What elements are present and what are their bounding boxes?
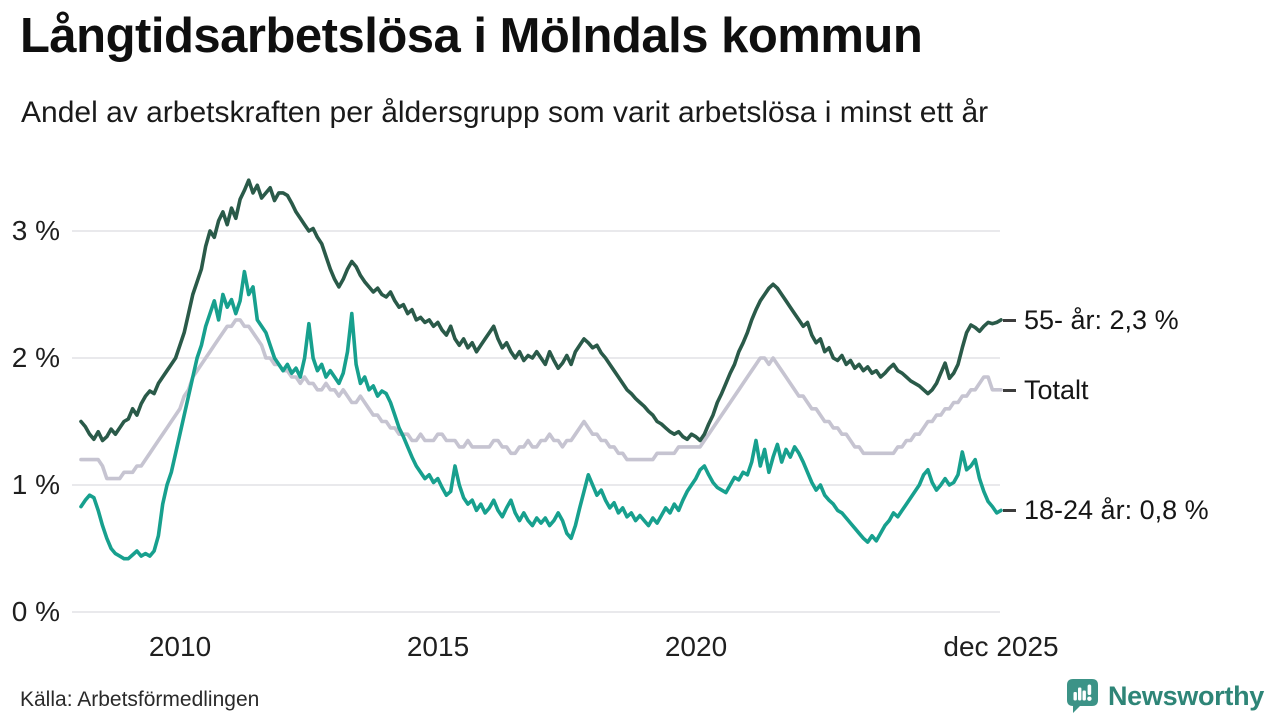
newsworthy-logo-icon bbox=[1066, 679, 1098, 713]
y-axis-tick-label: 0 % bbox=[11, 596, 60, 627]
x-axis-tick-label: 2020 bbox=[664, 631, 728, 662]
logo-bar-2 bbox=[1077, 687, 1082, 701]
page-subtitle: Andel av arbetskraften per åldersgrupp s… bbox=[21, 96, 989, 129]
x-axis-tick-label: 2015 bbox=[406, 631, 470, 662]
series-end-label-age55: 55- år: 2,3 % bbox=[1003, 304, 1179, 336]
y-axis-tick-label: 2 % bbox=[11, 342, 60, 373]
series-line-age1824 bbox=[79, 269, 1003, 561]
newsworthy-logo: Newsworthy bbox=[1066, 678, 1264, 714]
series-end-label-text: 55- år: 2,3 % bbox=[1024, 305, 1179, 335]
label-tick-dash bbox=[1003, 318, 1016, 322]
y-axis-tick-label: 3 % bbox=[11, 215, 60, 246]
y-axis-tick-label: 1 % bbox=[11, 469, 60, 500]
logo-exclamation-bar bbox=[1087, 684, 1092, 695]
series-end-label-age1824: 18-24 år: 0,8 % bbox=[1003, 494, 1209, 526]
newsworthy-logo-text: Newsworthy bbox=[1107, 680, 1264, 711]
logo-exclamation-dot bbox=[1087, 696, 1092, 701]
logo-bar-1 bbox=[1073, 692, 1077, 701]
label-tick-dash bbox=[1003, 388, 1016, 392]
logo-bar-3 bbox=[1082, 690, 1086, 701]
page-title: Långtidsarbetslösa i Mölndals kommun bbox=[20, 9, 923, 63]
series-end-label-total: Totalt bbox=[1003, 374, 1089, 406]
series-end-label-text: Totalt bbox=[1024, 375, 1089, 405]
source-caption: Källa: Arbetsförmedlingen bbox=[20, 688, 260, 711]
x-axis-tick-label: 2010 bbox=[148, 631, 212, 662]
series-end-label-text: 18-24 år: 0,8 % bbox=[1024, 495, 1209, 525]
label-tick-dash bbox=[1003, 508, 1016, 512]
series-line-total bbox=[79, 318, 1003, 481]
series-line-age55 bbox=[79, 178, 1003, 443]
x-axis-tick-label: dec 2025 bbox=[943, 631, 1059, 662]
